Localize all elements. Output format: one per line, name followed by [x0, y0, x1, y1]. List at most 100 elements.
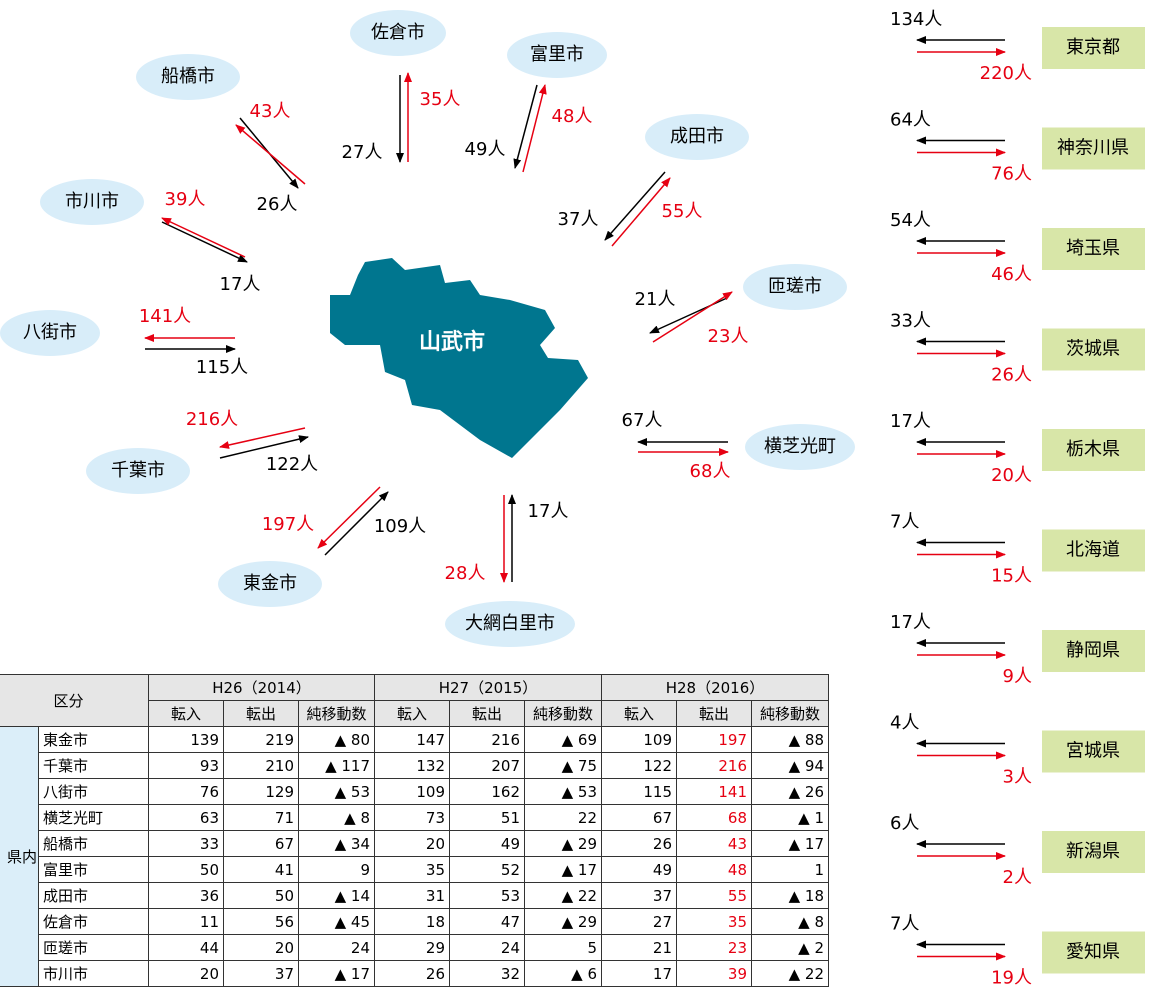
out-label: 46人 [991, 264, 1032, 285]
in-label: 6人 [890, 813, 919, 834]
arrow [235, 124, 306, 185]
cell: 49 [449, 830, 525, 857]
in-label: 49人 [465, 139, 506, 160]
subheader: 転出 [223, 700, 299, 727]
cell: 26 [374, 960, 450, 987]
city-bubble [40, 179, 144, 225]
cell: 44 [148, 934, 224, 961]
prefecture-box [1042, 27, 1145, 69]
year-header: H28（2016） [601, 674, 829, 701]
cell: 31 [374, 882, 450, 909]
city-name: 市川市 [65, 191, 119, 212]
cell: ▲ 22 [524, 882, 602, 909]
cell: 27 [601, 908, 677, 935]
cell: 20 [223, 934, 299, 961]
city-bubble [136, 54, 240, 100]
cell: 37 [223, 960, 299, 987]
arrow [219, 435, 309, 459]
cell: ▲ 117 [298, 752, 375, 779]
cell: 41 [223, 856, 299, 883]
in-label: 54人 [890, 210, 931, 231]
in-label: 4人 [890, 713, 919, 734]
prefecture-name: 栃木県 [1066, 439, 1120, 460]
row-name: 富里市 [38, 856, 149, 883]
city-bubble [218, 561, 322, 607]
cell: 24 [449, 934, 525, 961]
cell: 109 [374, 778, 450, 805]
cell: 5 [524, 934, 602, 961]
cell: 26 [601, 830, 677, 857]
out-label: 3人 [1003, 767, 1032, 788]
cell: 67 [601, 804, 677, 831]
city-name: 富里市 [530, 44, 584, 65]
cell: ▲ 53 [524, 778, 602, 805]
subheader: 転出 [449, 700, 525, 727]
prefecture-name: 東京都 [1066, 37, 1120, 58]
subheader: 転出 [676, 700, 752, 727]
city-bubble [445, 601, 575, 647]
cell: ▲ 29 [524, 830, 602, 857]
in-label: 33人 [890, 311, 931, 332]
data-row: 匝瑳市 44 20 24 29 24 5 21 23 ▲ 2 [0, 934, 829, 961]
in-label: 115人 [196, 357, 248, 378]
cell: ▲ 18 [751, 882, 829, 909]
cell: 141 [676, 778, 752, 805]
prefecture-name: 愛知県 [1066, 942, 1120, 963]
city-name: 佐倉市 [371, 22, 425, 43]
subheader: 転入 [148, 700, 224, 727]
cell: 33 [148, 830, 224, 857]
arrow [317, 486, 381, 549]
cell: ▲ 29 [524, 908, 602, 935]
subheader: 純移動数 [298, 700, 375, 727]
cell: 35 [374, 856, 450, 883]
city-name: 八街市 [23, 322, 77, 343]
data-row: 横芝光町 63 71 ▲ 8 73 51 22 67 68 ▲ 1 [0, 804, 829, 831]
cell: ▲ 17 [298, 960, 375, 987]
in-label: 17人 [220, 274, 261, 295]
cell: 197 [676, 726, 752, 753]
corner: 区分 [0, 674, 149, 727]
prefecture-name: 新潟県 [1066, 841, 1120, 862]
cell: 20 [148, 960, 224, 987]
out-label: 28人 [445, 563, 486, 584]
city-name: 成田市 [670, 126, 724, 147]
group-label: 県内 [0, 726, 39, 987]
prefecture-box [1042, 529, 1145, 572]
cell: 9 [298, 856, 375, 883]
cell: ▲ 22 [751, 960, 829, 987]
prefecture-box [1042, 228, 1145, 270]
out-label: 55人 [662, 201, 703, 222]
in-label: 27人 [342, 142, 383, 163]
cell: 132 [374, 752, 450, 779]
prefecture-name: 埼玉県 [1066, 238, 1120, 259]
city-bubble [350, 10, 446, 56]
cell: 52 [449, 856, 525, 883]
cell: 11 [148, 908, 224, 935]
in-label: 109人 [374, 516, 426, 537]
city-name: 横芝光町 [764, 436, 836, 457]
arrow [522, 84, 547, 173]
cell: 55 [676, 882, 752, 909]
out-label: 48人 [552, 106, 593, 127]
prefecture-name: 北海道 [1066, 540, 1120, 561]
cell: ▲ 94 [751, 752, 829, 779]
prefecture-box [1042, 831, 1145, 873]
arrow [161, 221, 248, 263]
out-label: 68人 [690, 461, 731, 482]
out-label: 23人 [708, 326, 749, 347]
cell: 17 [601, 960, 677, 987]
cell: ▲ 69 [524, 726, 602, 753]
cell: 129 [223, 778, 299, 805]
center-label: 山武市 [419, 329, 485, 355]
data-row: 成田市 36 50 ▲ 14 31 53 ▲ 22 37 55 ▲ 18 [0, 882, 829, 909]
year-header: H26（2014） [148, 674, 375, 701]
cell: 139 [148, 726, 224, 753]
subheader: 純移動数 [751, 700, 829, 727]
city-name: 大網白里市 [465, 613, 555, 634]
cell: 22 [524, 804, 602, 831]
out-label: 43人 [250, 101, 291, 122]
cell: 29 [374, 934, 450, 961]
in-label: 37人 [558, 209, 599, 230]
cell: 39 [676, 960, 752, 987]
